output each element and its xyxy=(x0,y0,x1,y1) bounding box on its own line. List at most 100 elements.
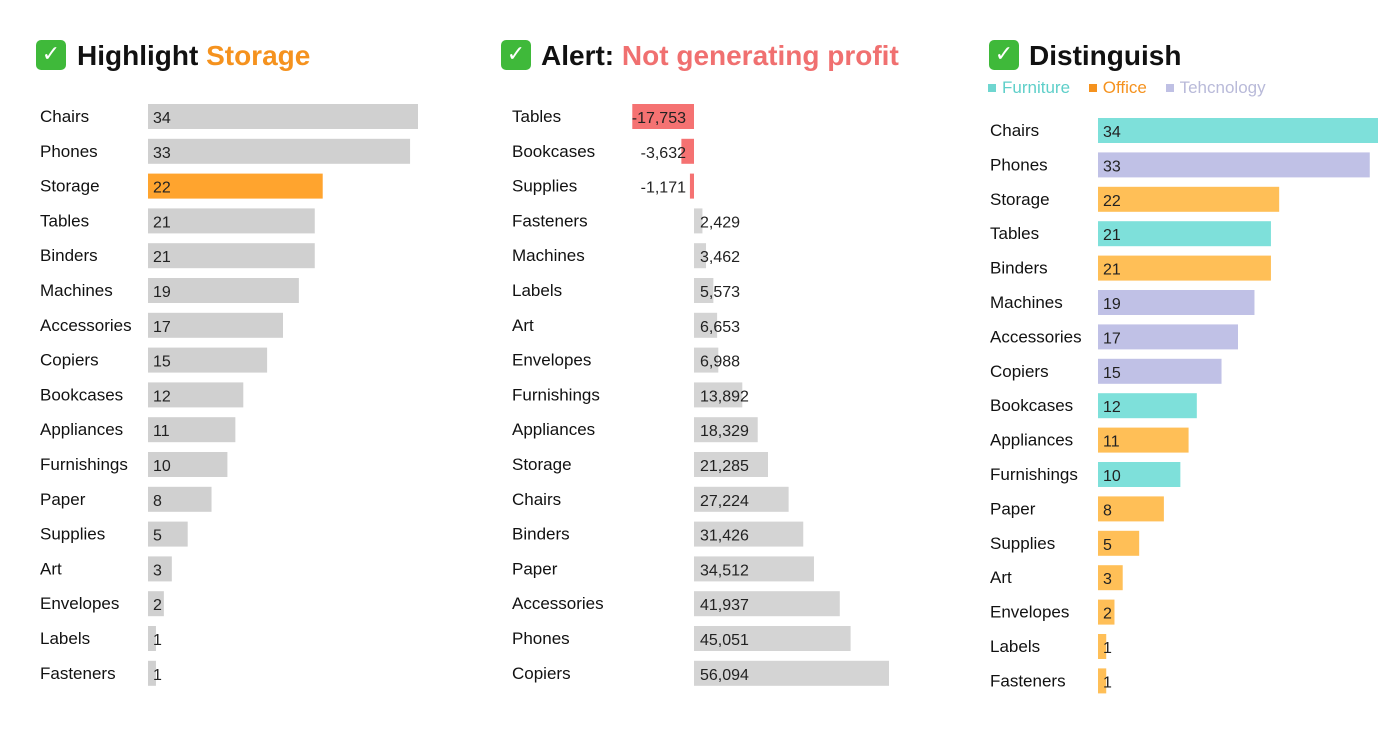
value-label-supplies: -1,171 xyxy=(641,180,686,197)
category-label-appliances: Appliances xyxy=(512,420,595,439)
value-label-envelopes: 6,988 xyxy=(700,354,740,371)
bar-binders xyxy=(694,521,804,547)
bar-art xyxy=(694,312,718,338)
bar-fasteners xyxy=(148,660,156,686)
category-label-copiers: Copiers xyxy=(512,664,571,683)
category-label-binders: Binders xyxy=(40,246,98,265)
bar-appliances xyxy=(148,417,236,443)
legend-swatch xyxy=(988,83,996,92)
value-label-fasteners: 1 xyxy=(153,667,162,684)
value-label-envelopes: 2 xyxy=(1103,606,1112,623)
category-label-envelopes: Envelopes xyxy=(990,603,1069,622)
value-label-copiers: 15 xyxy=(1103,365,1121,382)
category-label-storage: Storage xyxy=(512,455,572,474)
panel-title: Highlight Storage xyxy=(77,40,310,72)
category-label-storage: Storage xyxy=(990,190,1050,209)
category-label-fasteners: Fasteners xyxy=(512,211,588,230)
value-label-labels: 1 xyxy=(153,632,162,649)
bar-copiers xyxy=(694,660,889,686)
value-label-bookcases: 12 xyxy=(1103,399,1121,416)
panel-highlight: ✓ Highlight Storage Chairs 34 Phones 33 Stor… xyxy=(0,0,470,730)
value-label-bookcases: 12 xyxy=(153,388,171,405)
value-label-storage: 22 xyxy=(153,180,171,197)
panel-title: Alert: Not generating profit xyxy=(541,40,899,72)
category-label-art: Art xyxy=(512,316,534,335)
category-label-envelopes: Envelopes xyxy=(40,594,119,613)
category-label-chairs: Chairs xyxy=(990,121,1039,140)
category-label-labels: Labels xyxy=(990,637,1040,656)
value-label-appliances: 11 xyxy=(1103,434,1120,451)
category-label-accessories: Accessories xyxy=(512,594,604,613)
legend-item-furniture: Furniture xyxy=(988,78,1070,97)
bar-tables xyxy=(632,104,694,129)
bar-art xyxy=(148,556,172,582)
bar-machines xyxy=(694,243,707,269)
bar-tables xyxy=(1098,221,1271,247)
value-label-copiers: 15 xyxy=(153,354,171,371)
panel-distinguish: ✓ Distinguish Furniture Office Tehcnolog… xyxy=(950,0,1400,730)
bar-copiers xyxy=(1098,358,1222,384)
value-label-machines: 3,462 xyxy=(700,249,740,266)
value-label-furnishings: 10 xyxy=(153,458,171,475)
category-label-appliances: Appliances xyxy=(990,431,1073,450)
value-label-chairs: 34 xyxy=(1103,124,1121,141)
category-label-binders: Binders xyxy=(512,525,570,544)
value-label-binders: 31,426 xyxy=(700,528,749,545)
value-label-chairs: 34 xyxy=(153,110,171,127)
category-label-tables: Tables xyxy=(40,211,89,230)
bar-phones xyxy=(148,138,411,164)
value-label-machines: 19 xyxy=(1103,296,1121,313)
category-label-accessories: Accessories xyxy=(40,316,132,335)
bar-fasteners xyxy=(1098,668,1107,694)
bar-machines xyxy=(1098,290,1255,315)
category-label-machines: Machines xyxy=(990,293,1063,312)
category-label-machines: Machines xyxy=(512,246,585,265)
value-label-binders: 21 xyxy=(153,249,171,266)
value-label-copiers: 56,094 xyxy=(700,667,749,684)
bar-envelopes xyxy=(694,347,719,373)
value-label-appliances: 18,329 xyxy=(700,423,749,440)
bar-paper xyxy=(694,556,814,582)
bar-storage xyxy=(694,452,768,477)
value-label-phones: 33 xyxy=(153,145,171,162)
category-label-art: Art xyxy=(990,568,1012,587)
title-prefix: Alert: xyxy=(541,40,615,71)
bar-machines xyxy=(148,278,299,303)
value-label-tables: 21 xyxy=(153,214,171,231)
value-label-phones: 33 xyxy=(1103,158,1121,175)
value-label-accessories: 17 xyxy=(1103,330,1121,347)
bar-furnishings xyxy=(1098,462,1181,487)
check-mark-icon: ✓ xyxy=(989,40,1019,70)
bar-supplies xyxy=(1098,530,1140,556)
bar-binders xyxy=(148,243,315,269)
value-label-art: 3 xyxy=(153,562,162,579)
bar-fasteners xyxy=(694,208,703,234)
category-label-phones: Phones xyxy=(990,155,1048,174)
value-label-supplies: 5 xyxy=(1103,537,1112,554)
bar-chairs xyxy=(148,104,418,129)
category-label-tables: Tables xyxy=(512,107,561,126)
value-label-supplies: 5 xyxy=(153,528,162,545)
category-label-accessories: Accessories xyxy=(990,327,1082,346)
category-label-copiers: Copiers xyxy=(40,351,99,370)
value-label-storage: 22 xyxy=(1103,193,1121,210)
value-label-paper: 8 xyxy=(153,493,162,510)
legend-swatch xyxy=(1088,83,1097,92)
bar-labels xyxy=(1098,634,1107,659)
bar-supplies xyxy=(148,521,188,547)
value-label-accessories: 17 xyxy=(153,319,171,336)
value-label-chairs: 27,224 xyxy=(700,493,749,510)
check-mark-icon: ✓ xyxy=(501,40,531,70)
category-label-paper: Paper xyxy=(40,490,86,509)
category-label-fasteners: Fasteners xyxy=(990,671,1066,690)
value-label-accessories: 41,937 xyxy=(700,597,749,614)
category-label-labels: Labels xyxy=(40,629,90,648)
bar-chairs xyxy=(694,486,789,512)
category-label-supplies: Supplies xyxy=(40,525,105,544)
panel-alert: ✓ Alert: Not generating profit Tables -17… xyxy=(470,0,950,730)
category-label-storage: Storage xyxy=(40,177,100,196)
bar-paper xyxy=(1098,496,1164,522)
bar-storage xyxy=(1098,186,1280,212)
title-prefix: Distinguish xyxy=(1029,40,1182,71)
